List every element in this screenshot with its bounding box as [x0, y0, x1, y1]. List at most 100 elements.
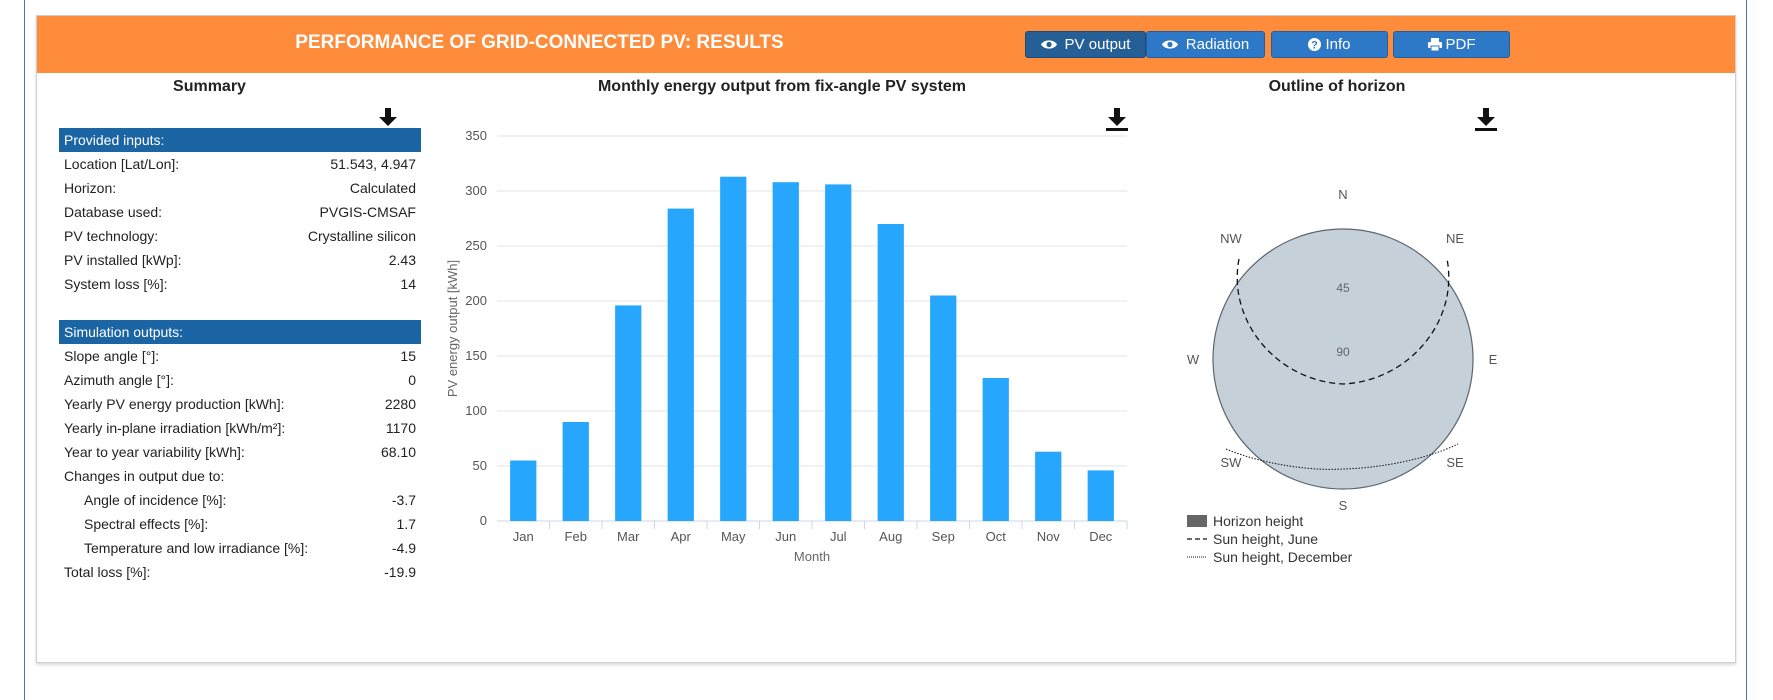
x-axis-label: Month [794, 549, 830, 564]
printer-icon [1427, 38, 1442, 51]
summary-row: System loss [%]: 14 [59, 272, 421, 296]
compass-label: SW [1221, 455, 1243, 470]
summary-row: Angle of incidence [%]: -3.7 [59, 488, 421, 512]
summary-row: Horizon: Calculated [59, 176, 421, 200]
pdf-label: PDF [1445, 36, 1476, 53]
ring-label: 90 [1336, 345, 1350, 359]
summary-label: Year to year variability [kWh]: [64, 444, 245, 460]
download-icon[interactable] [1106, 108, 1128, 132]
bar-jun [772, 182, 799, 521]
summary-label: Spectral effects [%]: [84, 516, 209, 532]
summary-row: Location [Lat/Lon]: 51.543, 4.947 [59, 152, 421, 176]
compass-label: NE [1446, 231, 1464, 246]
summary-label: Yearly in-plane irradiation [kWh/m²]: [64, 420, 286, 436]
summary-label: Angle of incidence [%]: [84, 492, 227, 508]
summary-label: PV installed [kWp]: [64, 252, 182, 268]
summary-value: 2280 [384, 396, 416, 412]
legend-swatch [1187, 556, 1207, 558]
y-tick-label: 50 [473, 458, 487, 473]
compass-label: NW [1220, 231, 1242, 246]
monthly-energy-chart: 0 50 100 150 200 250 300 350 Jan Feb Mar Apr May Jun J… [445, 128, 1128, 564]
sun-path-june [1236, 258, 1450, 385]
pv-output-button[interactable]: PV output [1025, 31, 1146, 58]
summary-value: -4.9 [391, 540, 416, 556]
legend-item-horizon: Horizon height [1187, 512, 1352, 530]
bar-dec [1087, 470, 1114, 521]
summary-value: 0 [408, 372, 416, 388]
summary-value: Crystalline silicon [307, 228, 416, 244]
summary-label: Changes in output due to: [64, 468, 225, 484]
bar-jul [825, 184, 852, 521]
sun-path-december [1225, 443, 1459, 470]
summary-value: 1.7 [396, 516, 416, 532]
legend-swatch [1187, 538, 1207, 540]
x-tick-label: Feb [565, 529, 587, 544]
y-tick-label: 300 [465, 183, 487, 198]
summary-value: Calculated [349, 180, 416, 196]
eye-icon [1040, 40, 1057, 49]
bar-oct [982, 378, 1009, 521]
download-icon[interactable] [1475, 108, 1497, 132]
summary-value: 68.10 [380, 444, 416, 460]
bar-sep [930, 295, 957, 521]
summary-label: PV technology: [64, 228, 159, 244]
summary-row: Temperature and low irradiance [%]: -4.9 [59, 536, 421, 560]
summary-value: 15 [400, 348, 416, 364]
x-tick-label: Dec [1089, 529, 1113, 544]
x-tick-label: Aug [879, 529, 902, 544]
x-tick-label: Jun [775, 529, 796, 544]
page-frame [24, 0, 1747, 700]
summary-value: 51.543, 4.947 [330, 156, 416, 172]
legend-item-december: Sun height, December [1187, 548, 1352, 566]
compass-label: S [1339, 498, 1348, 513]
horizon-legend: Horizon height Sun height, June Sun heig… [1187, 512, 1352, 566]
bar-feb [562, 422, 589, 521]
legend-item-june: Sun height, June [1187, 530, 1352, 548]
summary-label: Yearly PV energy production [kWh]: [64, 396, 285, 412]
bar-nov [1035, 451, 1062, 521]
summary-label: System loss [%]: [64, 276, 168, 292]
compass-label: W [1187, 352, 1200, 367]
info-label: Info [1325, 36, 1351, 53]
summary-row: Changes in output due to: [59, 464, 421, 488]
x-tick-label: Jan [513, 529, 534, 544]
summary-value: 1170 [385, 420, 416, 436]
x-tick-label: Oct [986, 529, 1007, 544]
summary-label: Temperature and low irradiance [%]: [84, 540, 309, 556]
horizon-area [1212, 228, 1474, 490]
y-tick-label: 350 [465, 128, 487, 143]
pdf-button[interactable]: PDF [1393, 31, 1510, 58]
radiation-button[interactable]: Radiation [1146, 31, 1265, 58]
x-tick-label: Jul [830, 529, 847, 544]
y-tick-label: 0 [480, 513, 487, 528]
page-title: PERFORMANCE OF GRID-CONNECTED PV: RESULT… [295, 32, 784, 53]
svg-text:?: ? [1312, 40, 1319, 52]
summary-label: Total loss [%]: [64, 564, 151, 580]
x-tick-label: Nov [1037, 529, 1061, 544]
horizon-title: Outline of horizon [1268, 78, 1406, 95]
compass-label: E [1489, 352, 1498, 367]
summary-value: 14 [400, 276, 416, 292]
question-circle-icon: ? [1308, 38, 1322, 52]
bar-mar [615, 305, 642, 521]
ring-label: 45 [1336, 281, 1350, 295]
radiation-label: Radiation [1185, 36, 1250, 53]
summary-row: Yearly in-plane irradiation [kWh/m²]: 117… [59, 416, 421, 440]
bar-jan [510, 460, 537, 521]
summary-value: PVGIS-CMSAF [319, 204, 416, 220]
compass-label: SE [1446, 455, 1464, 470]
summary-row: PV installed [kWp]: 2.43 [59, 248, 421, 272]
results-header: PERFORMANCE OF GRID-CONNECTED PV: RESULT… [37, 16, 1735, 73]
summary-row: Database used: PVGIS-CMSAF [59, 200, 421, 224]
summary-value: 2.43 [388, 252, 416, 268]
bar-apr [667, 208, 694, 521]
summary-label: Slope angle [°]: [64, 348, 160, 364]
info-button[interactable]: ? Info [1271, 31, 1388, 58]
y-tick-label: 250 [465, 238, 487, 253]
x-tick-label: Apr [671, 529, 692, 544]
summary-label: Location [Lat/Lon]: [64, 156, 180, 172]
summary-row: Spectral effects [%]: 1.7 [59, 512, 421, 536]
chart-title: Monthly energy output from fix-angle PV … [597, 78, 967, 95]
y-axis-label: PV energy output [kWh] [445, 260, 460, 397]
results-panel: PERFORMANCE OF GRID-CONNECTED PV: RESULT… [36, 15, 1736, 663]
